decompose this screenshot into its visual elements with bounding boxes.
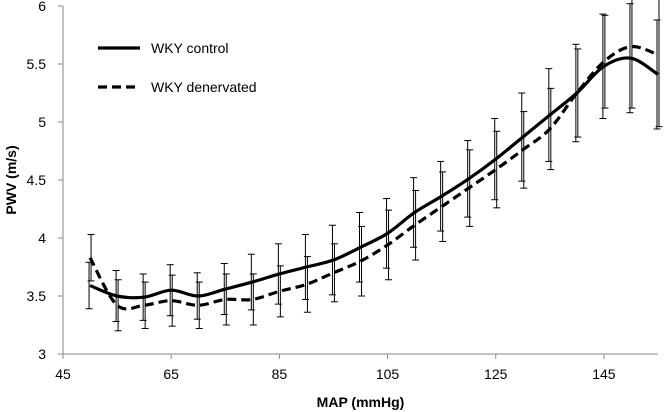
error-bar (114, 279, 122, 332)
x-axis-title: MAP (mmHg) (317, 394, 405, 410)
legend-label-wky-denervated: WKY denervated (151, 79, 257, 95)
plot-area (85, 0, 663, 332)
y-tick-label: 4.5 (27, 172, 47, 188)
error-bar (412, 189, 420, 261)
x-tick-label: 65 (163, 366, 179, 382)
y-axis-ticks: 3 3.5 4 4.5 5 5.5 6 (27, 0, 63, 362)
error-bar (303, 256, 311, 313)
x-tick-label: 125 (484, 366, 508, 382)
error-bar (601, 14, 609, 109)
series-line (88, 44, 659, 311)
y-tick-label: 5 (38, 114, 46, 130)
error-bar (574, 48, 582, 138)
y-axis-title: PWV (m/s) (3, 145, 19, 214)
error-bar (655, 0, 663, 128)
series-line (89, 56, 659, 300)
y-tick-label: 4 (38, 230, 46, 246)
x-tick-label: 85 (272, 366, 288, 382)
x-axis-ticks: 45 65 85 105 125 145 (55, 354, 616, 382)
x-tick-label: 145 (592, 366, 616, 382)
x-tick-label: 45 (55, 366, 71, 382)
y-tick-label: 3 (38, 346, 46, 362)
error-bar (493, 130, 501, 209)
error-bar (330, 243, 338, 303)
series-wky-denervated (87, 0, 663, 332)
y-tick-label: 5.5 (27, 56, 47, 72)
y-tick-label: 3.5 (27, 288, 47, 304)
x-tick-label: 105 (376, 366, 400, 382)
y-tick-label: 6 (38, 0, 46, 14)
axes (62, 6, 658, 355)
legend-label-wky-control: WKY control (151, 40, 229, 56)
error-bar (168, 274, 176, 327)
error-bar (222, 273, 230, 326)
series-wky-control (85, 3, 661, 323)
legend: WKY control WKY denervated (98, 40, 257, 95)
error-bar (276, 265, 284, 318)
error-bar (249, 273, 257, 326)
error-bar (195, 281, 203, 329)
